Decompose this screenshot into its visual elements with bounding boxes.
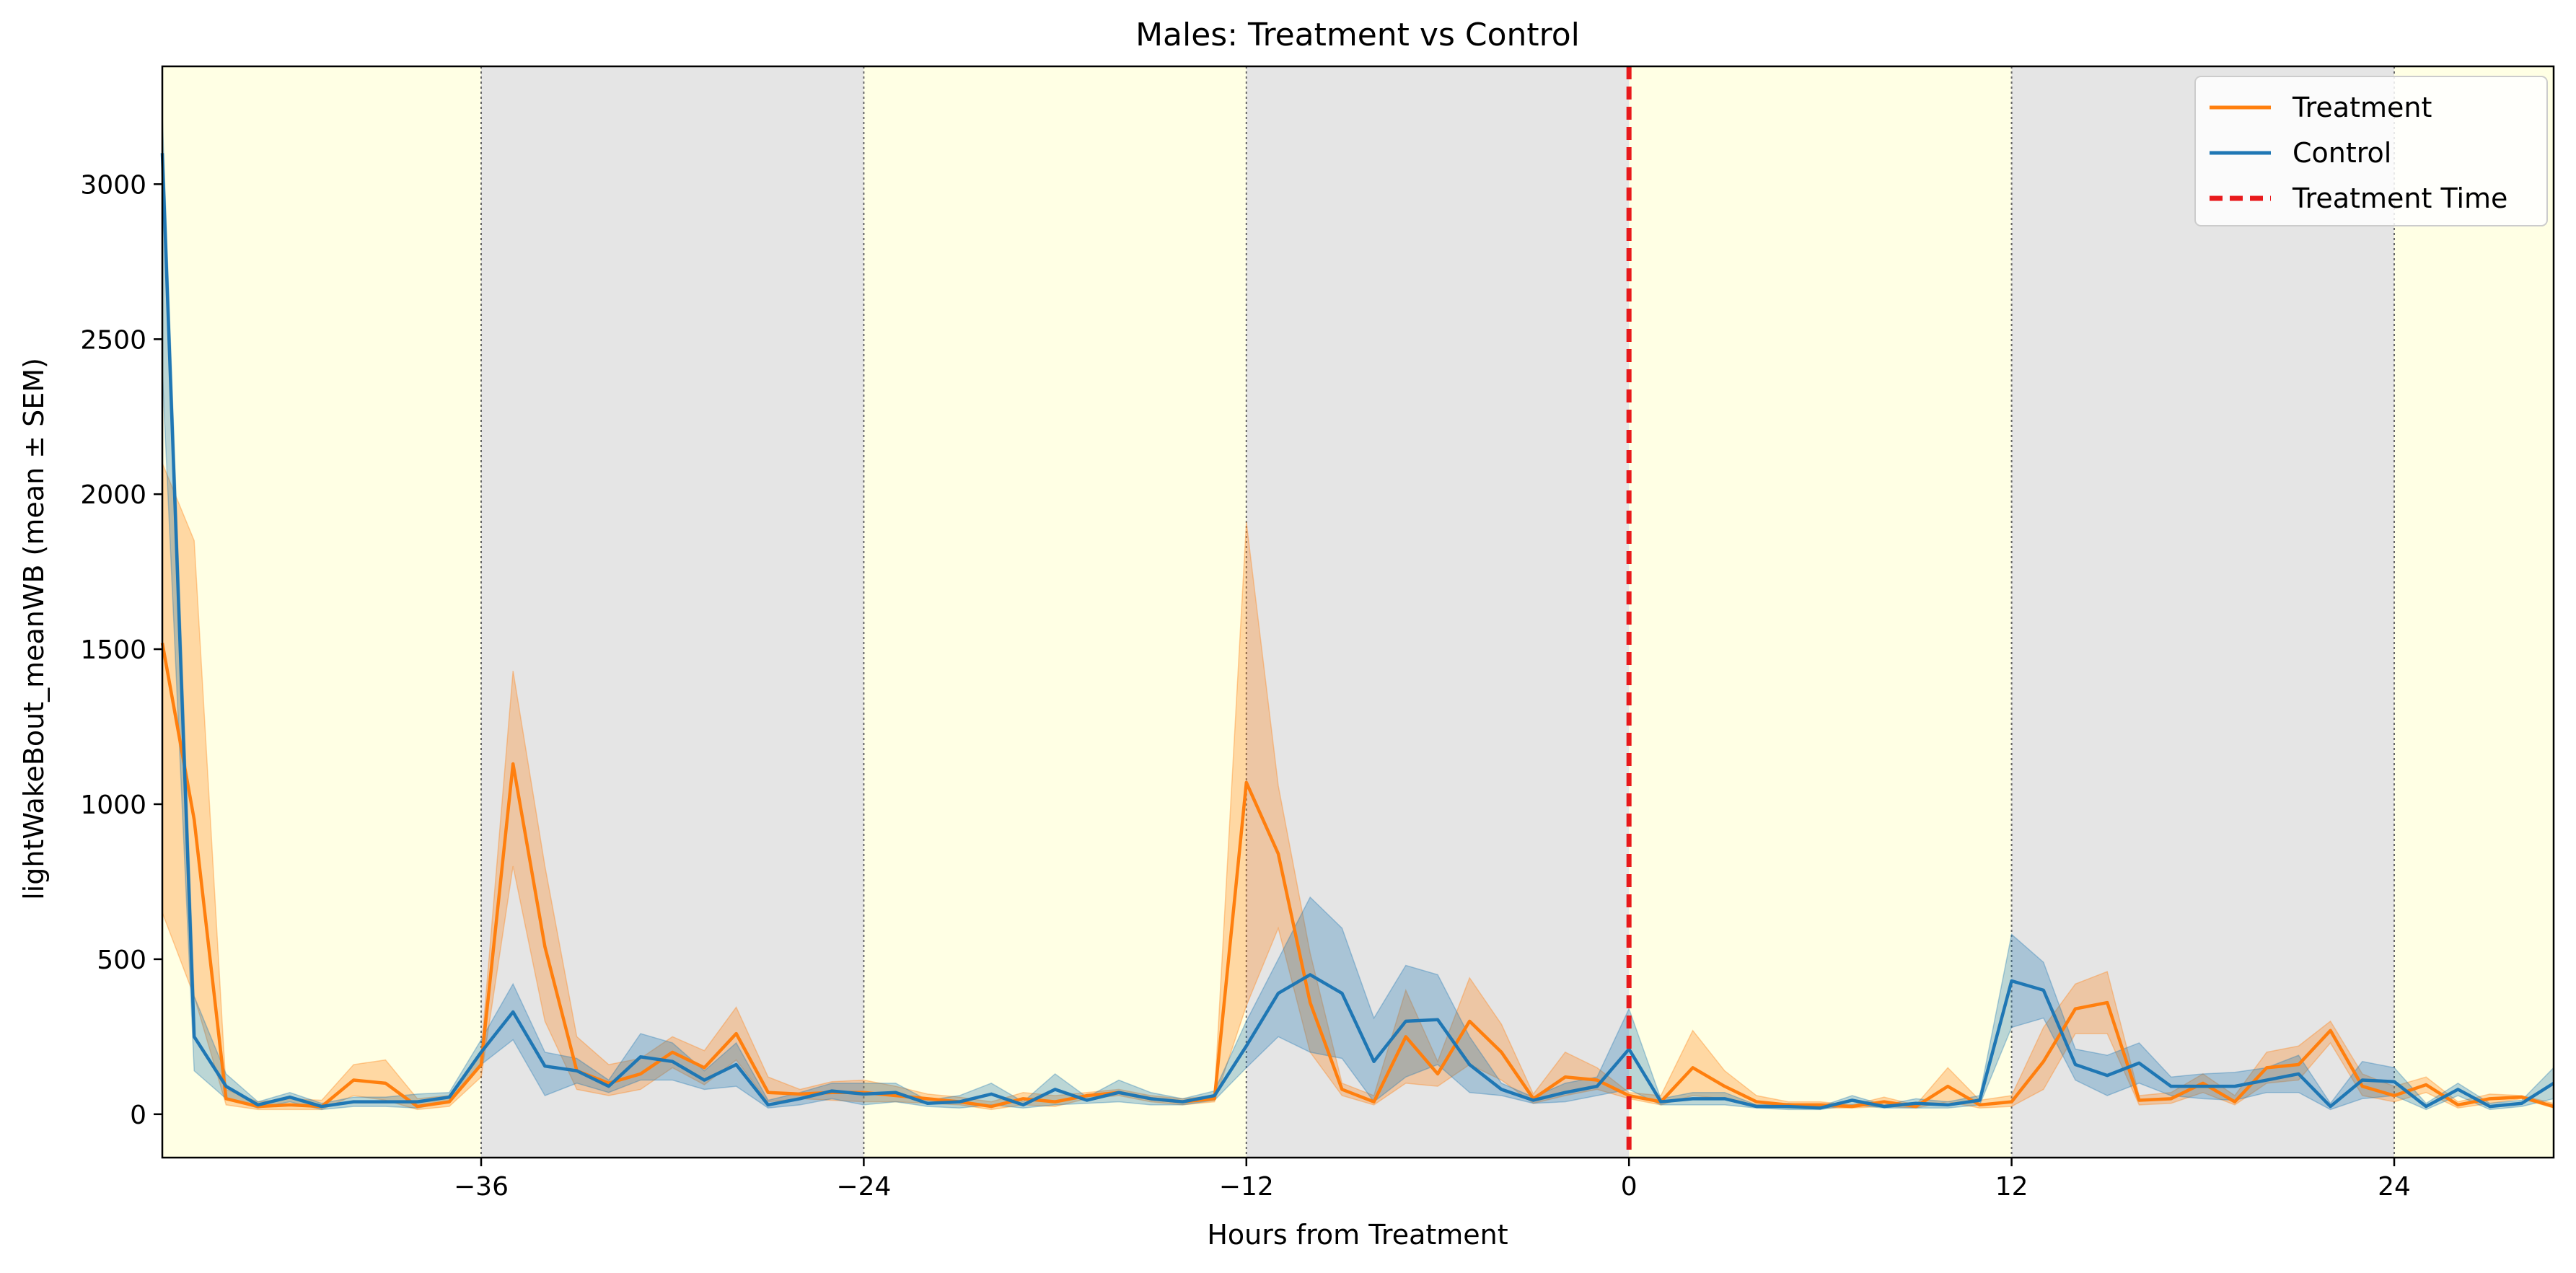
band-dark-5 (2011, 66, 2394, 1158)
band-light-6 (2394, 66, 2554, 1158)
legend-label-control: Control (2293, 137, 2391, 169)
band-light-2 (863, 66, 1247, 1158)
y-tick-label: 2500 (80, 325, 146, 355)
legend-box (2194, 76, 2548, 226)
y-tick-label: 0 (130, 1101, 146, 1130)
y-tick-label: 2000 (80, 480, 146, 510)
legend-item-treatment: Treatment (2210, 92, 2432, 123)
band-light-0 (162, 66, 481, 1158)
phase-boundary-lines (480, 66, 2395, 1158)
legend-label-treatment-time: Treatment Time (2292, 182, 2507, 214)
y-axis-label: lightWakeBout_meanWB (mean ± SEM) (18, 358, 50, 900)
y-tick-label: 500 (97, 946, 146, 975)
series-line-treatment (160, 643, 2554, 1109)
y-tick-label: 1000 (80, 790, 146, 820)
legend-label-treatment: Treatment (2292, 92, 2432, 123)
chart-title: Males: Treatment vs Control (1135, 17, 1580, 53)
x-tick-label: 12 (1995, 1172, 2028, 1202)
y-tick-label: 1500 (80, 635, 146, 665)
x-axis-ticks: −36 −24 −12 0 12 24 (454, 1158, 2411, 1202)
background-bands (162, 66, 2554, 1158)
x-tick-label: −24 (836, 1172, 891, 1202)
x-tick-label: 0 (1621, 1172, 1638, 1202)
band-dark-1 (481, 66, 864, 1158)
legend: Treatment Control Treatment Time (2194, 76, 2548, 226)
y-tick-label: 3000 (80, 170, 146, 200)
band-light-4 (1629, 66, 2012, 1158)
x-axis-label: Hours from Treatment (1207, 1219, 1508, 1251)
legend-item-control: Control (2210, 137, 2391, 169)
legend-item-treatment-time: Treatment Time (2210, 182, 2507, 214)
plot-frame (161, 65, 2555, 1159)
x-tick-label: −36 (454, 1172, 509, 1202)
x-tick-label: 24 (2378, 1172, 2411, 1202)
x-tick-label: −12 (1219, 1172, 1274, 1202)
series-line-control (160, 153, 2555, 1110)
y-axis-ticks: 0 500 1000 1500 2000 2500 3000 (80, 170, 162, 1130)
